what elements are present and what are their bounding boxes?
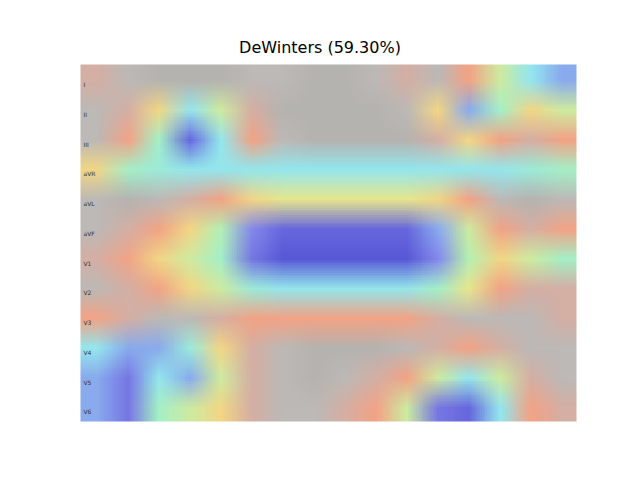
- svg-text:V5: V5: [84, 379, 92, 386]
- svg-text:aVR: aVR: [84, 170, 96, 177]
- svg-text:aVF: aVF: [84, 230, 96, 237]
- svg-text:V1: V1: [84, 260, 92, 267]
- svg-text:V6: V6: [84, 408, 92, 415]
- svg-text:V4: V4: [84, 349, 92, 356]
- svg-text:V3: V3: [84, 319, 92, 326]
- svg-text:II: II: [84, 111, 88, 118]
- html-text:DeWinters (59.30%): DeWinters (59.30%): [239, 38, 401, 57]
- svg-text:aVL: aVL: [84, 200, 96, 207]
- svg-text:III: III: [84, 141, 90, 148]
- svg-text:I: I: [84, 81, 86, 88]
- svg-text:V2: V2: [84, 289, 92, 296]
